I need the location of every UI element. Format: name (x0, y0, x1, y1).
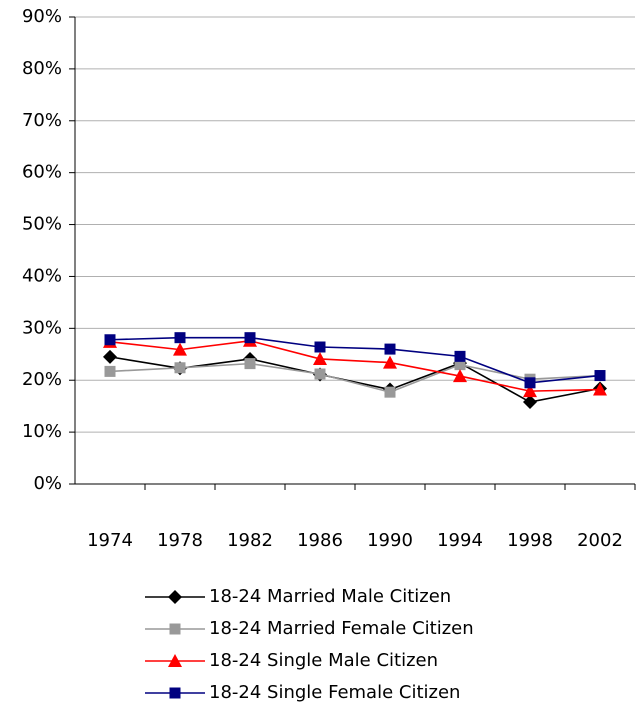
data-point (523, 395, 537, 410)
x-tick-label: 1998 (507, 530, 553, 551)
x-tick-label: 1978 (157, 530, 203, 551)
x-tick-label: 2002 (577, 530, 623, 551)
x-tick-label: 1994 (437, 530, 483, 551)
series-line (109, 362, 601, 393)
data-point (383, 355, 397, 369)
data-point (104, 334, 116, 346)
data-point (313, 351, 327, 365)
data-point (244, 358, 256, 370)
series-line (109, 339, 601, 392)
data-point (594, 370, 606, 382)
data-point (384, 386, 396, 398)
data-point (384, 343, 396, 355)
y-tick-label: 60% (22, 162, 62, 183)
data-point (314, 341, 326, 353)
y-tick-label: 50% (22, 214, 62, 235)
legend-label: 18-24 Single Male Citizen (209, 650, 438, 671)
legend-marker (168, 654, 182, 667)
x-tick-label: 1982 (227, 530, 273, 551)
data-point (593, 382, 607, 396)
y-tick-label: 80% (22, 58, 62, 79)
data-point (244, 332, 256, 344)
data-point (453, 369, 467, 383)
data-point (173, 342, 187, 356)
data-point (103, 349, 117, 364)
y-tick-label: 30% (22, 317, 62, 338)
data-point (174, 362, 186, 374)
y-tick-label: 40% (22, 265, 62, 286)
y-tick-label: 90% (22, 6, 62, 27)
legend-label: 18-24 Single Female Citizen (209, 682, 460, 703)
x-tick-label: 1974 (87, 530, 133, 551)
data-point (174, 332, 186, 344)
legend-label: 18-24 Married Female Citizen (209, 618, 474, 639)
data-point (454, 350, 466, 362)
y-tick-label: 70% (22, 110, 62, 131)
data-point (104, 365, 116, 377)
legend-marker (168, 590, 182, 604)
data-point (454, 359, 466, 371)
legend-marker (169, 687, 181, 699)
y-tick-label: 20% (22, 369, 62, 390)
x-tick-label: 1990 (367, 530, 413, 551)
series-line (109, 336, 601, 384)
data-point (524, 377, 536, 389)
data-point (314, 368, 326, 380)
y-tick-label: 10% (22, 421, 62, 442)
x-tick-label: 1986 (297, 530, 343, 551)
y-tick-label: 0% (33, 473, 62, 494)
legend-marker (169, 623, 181, 635)
data-point (523, 384, 537, 398)
legend-label: 18-24 Married Male Citizen (209, 586, 451, 607)
